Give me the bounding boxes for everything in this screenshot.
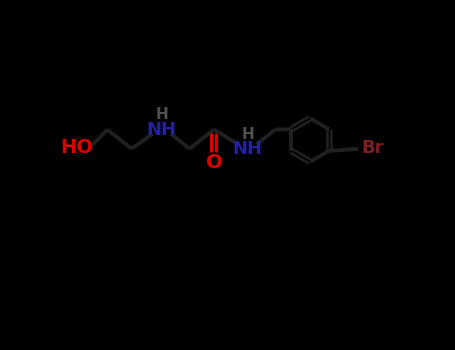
Text: H: H (241, 127, 254, 141)
Text: NH: NH (233, 140, 263, 159)
Text: Br: Br (361, 139, 384, 157)
Text: NH: NH (147, 121, 177, 139)
Text: O: O (206, 153, 222, 172)
Text: HO: HO (61, 138, 93, 157)
Text: H: H (156, 107, 168, 122)
